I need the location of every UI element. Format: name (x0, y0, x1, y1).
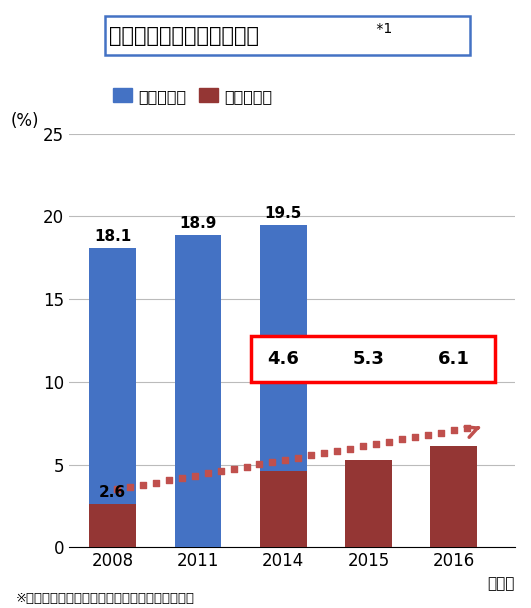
Bar (251, 336, 495, 382)
Point (165, 475, 173, 485)
Point (372, 439, 380, 449)
Legend: 帝王切開率, 無痛分娩率: 帝王切開率, 無痛分娩率 (113, 88, 273, 103)
Bar (89, 248, 136, 547)
Point (281, 455, 289, 465)
Point (436, 428, 445, 438)
Text: ※日本産婦人科医会「分娩に関する調査」の概要: ※日本産婦人科医会「分娩に関する調査」の概要 (16, 592, 195, 605)
Text: (%): (%) (11, 112, 39, 130)
Point (191, 471, 199, 480)
Point (307, 451, 315, 460)
Text: 5.3: 5.3 (353, 350, 384, 368)
Text: 4.6: 4.6 (268, 350, 299, 368)
Point (398, 435, 406, 444)
Point (320, 448, 329, 458)
Point (126, 482, 134, 492)
Point (333, 446, 341, 455)
Text: 18.1: 18.1 (94, 229, 131, 244)
Point (385, 437, 393, 447)
Point (113, 485, 121, 494)
Text: 19.5: 19.5 (264, 206, 302, 221)
Text: *1: *1 (372, 22, 392, 36)
Bar (431, 446, 477, 547)
FancyBboxPatch shape (105, 16, 470, 55)
Point (177, 473, 186, 483)
Text: 6.1: 6.1 (438, 350, 470, 368)
Bar (260, 225, 307, 547)
Text: 無痛分娩と帝王切開の推移: 無痛分娩と帝王切開の推移 (109, 26, 259, 46)
Point (229, 464, 238, 474)
Point (359, 441, 367, 451)
Bar (260, 471, 307, 547)
Point (152, 478, 160, 488)
Point (268, 457, 277, 467)
Point (424, 430, 432, 440)
Text: 18.9: 18.9 (179, 215, 217, 230)
Point (410, 432, 419, 442)
Bar (345, 460, 392, 547)
Bar (89, 504, 136, 547)
Point (203, 469, 212, 478)
Point (139, 480, 147, 489)
Text: （年）: （年） (487, 576, 515, 591)
Point (449, 426, 458, 435)
Point (346, 444, 354, 454)
Point (463, 423, 471, 433)
Text: 2.6: 2.6 (99, 485, 126, 500)
Bar (175, 235, 221, 547)
Point (242, 462, 251, 472)
Point (294, 453, 303, 463)
Point (216, 466, 225, 476)
Point (255, 460, 264, 469)
